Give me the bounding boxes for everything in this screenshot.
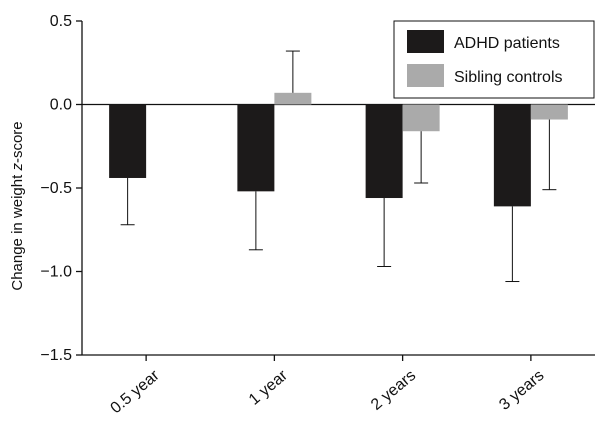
- legend-label: Sibling controls: [454, 69, 563, 86]
- bar-adhd: [109, 104, 147, 178]
- bar-sibling: [402, 104, 440, 132]
- bars: [109, 92, 568, 207]
- y-tick-label: −1.5: [40, 347, 72, 364]
- x-tick-label: 3 years: [496, 367, 547, 414]
- y-tick-label: −1.0: [40, 264, 72, 281]
- bar-adhd: [493, 104, 531, 207]
- legend-swatch: [407, 64, 444, 87]
- y-axis-title: Change in weight z-score: [9, 121, 26, 290]
- bar-sibling: [274, 92, 312, 105]
- bar-sibling: [530, 104, 568, 120]
- error-bars: [120, 50, 557, 283]
- y-tick-label: 0.5: [50, 13, 72, 30]
- y-tick-label: −0.5: [40, 180, 72, 197]
- bar-adhd: [365, 104, 403, 199]
- x-tick-label: 1 year: [246, 367, 292, 409]
- bar-adhd: [237, 104, 275, 192]
- x-tick-label: 0.5 year: [107, 367, 163, 418]
- legend-swatch: [407, 30, 444, 53]
- x-tick-label: 2 years: [368, 367, 419, 414]
- legend: ADHD patients Sibling controls: [393, 20, 595, 99]
- legend-label: ADHD patients: [454, 35, 560, 52]
- y-tick-label: 0.0: [50, 97, 72, 114]
